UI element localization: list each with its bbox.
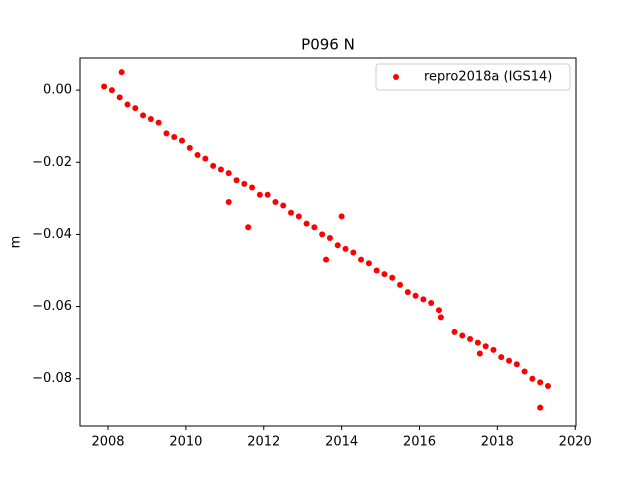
data-point bbox=[474, 339, 481, 346]
y-tick-label: −0.08 bbox=[32, 371, 72, 386]
data-point bbox=[544, 382, 551, 389]
data-point bbox=[476, 350, 483, 357]
data-point bbox=[435, 307, 442, 314]
data-point bbox=[397, 281, 404, 288]
x-tick-label: 2014 bbox=[325, 435, 358, 450]
x-tick-label: 2018 bbox=[481, 435, 514, 450]
data-point bbox=[482, 343, 489, 350]
data-point bbox=[338, 213, 345, 220]
chart-title: P096 N bbox=[301, 36, 355, 54]
data-point bbox=[326, 235, 333, 242]
data-point bbox=[490, 346, 497, 353]
data-point bbox=[202, 155, 209, 162]
data-point bbox=[467, 336, 474, 343]
plot-frame bbox=[79, 57, 577, 427]
data-point bbox=[342, 245, 349, 252]
data-point bbox=[194, 152, 201, 159]
data-point bbox=[365, 260, 372, 267]
data-point bbox=[108, 87, 115, 94]
legend-marker bbox=[393, 74, 399, 80]
data-point bbox=[186, 144, 193, 151]
data-point bbox=[147, 115, 154, 122]
data-point bbox=[295, 213, 302, 220]
data-point bbox=[451, 328, 458, 335]
data-point bbox=[225, 198, 232, 205]
data-point bbox=[498, 354, 505, 361]
data-point bbox=[319, 231, 326, 238]
data-point bbox=[358, 256, 365, 263]
data-point bbox=[116, 94, 123, 101]
data-point bbox=[350, 249, 357, 256]
data-point bbox=[241, 180, 248, 187]
data-point bbox=[420, 296, 427, 303]
data-point bbox=[311, 224, 318, 231]
y-axis-label: m bbox=[9, 236, 24, 249]
data-point bbox=[264, 191, 271, 198]
legend-label: repro2018a (IGS14) bbox=[424, 70, 552, 85]
data-point bbox=[521, 368, 528, 375]
data-point bbox=[225, 170, 232, 177]
data-point bbox=[323, 256, 330, 263]
y-tick-label: −0.06 bbox=[32, 299, 72, 314]
x-tick-label: 2016 bbox=[403, 435, 436, 450]
data-point bbox=[537, 404, 544, 411]
data-point bbox=[272, 198, 279, 205]
data-point bbox=[233, 177, 240, 184]
data-point bbox=[334, 242, 341, 249]
x-tick-label: 2020 bbox=[559, 435, 592, 450]
data-point bbox=[537, 379, 544, 386]
data-point bbox=[245, 224, 252, 231]
data-point bbox=[179, 137, 186, 144]
data-point bbox=[513, 361, 520, 368]
data-point bbox=[256, 191, 263, 198]
data-point bbox=[118, 69, 125, 76]
data-point bbox=[303, 220, 310, 227]
data-point bbox=[412, 292, 419, 299]
data-point bbox=[210, 162, 217, 169]
data-point bbox=[389, 274, 396, 281]
data-point bbox=[171, 134, 178, 141]
legend-box bbox=[375, 63, 571, 91]
x-tick-label: 2010 bbox=[169, 435, 202, 450]
data-point bbox=[249, 184, 256, 191]
data-point bbox=[288, 209, 295, 216]
data-point bbox=[101, 83, 108, 90]
data-point bbox=[529, 375, 536, 382]
data-point bbox=[381, 271, 388, 278]
data-point bbox=[155, 119, 162, 126]
data-point bbox=[437, 314, 444, 321]
data-point bbox=[280, 202, 287, 209]
y-tick-label: 0.00 bbox=[43, 83, 72, 98]
y-tick-label: −0.04 bbox=[32, 227, 72, 242]
data-point bbox=[373, 267, 380, 274]
data-point bbox=[459, 332, 466, 339]
data-point bbox=[132, 105, 139, 112]
data-point bbox=[506, 357, 513, 364]
data-point bbox=[428, 299, 435, 306]
y-tick-label: −0.02 bbox=[32, 155, 72, 170]
data-point bbox=[217, 166, 224, 173]
x-tick-label: 2008 bbox=[91, 435, 124, 450]
data-point bbox=[124, 101, 131, 108]
data-point bbox=[140, 112, 147, 119]
data-point bbox=[163, 130, 170, 137]
x-tick-label: 2012 bbox=[247, 435, 280, 450]
data-point bbox=[404, 289, 411, 296]
